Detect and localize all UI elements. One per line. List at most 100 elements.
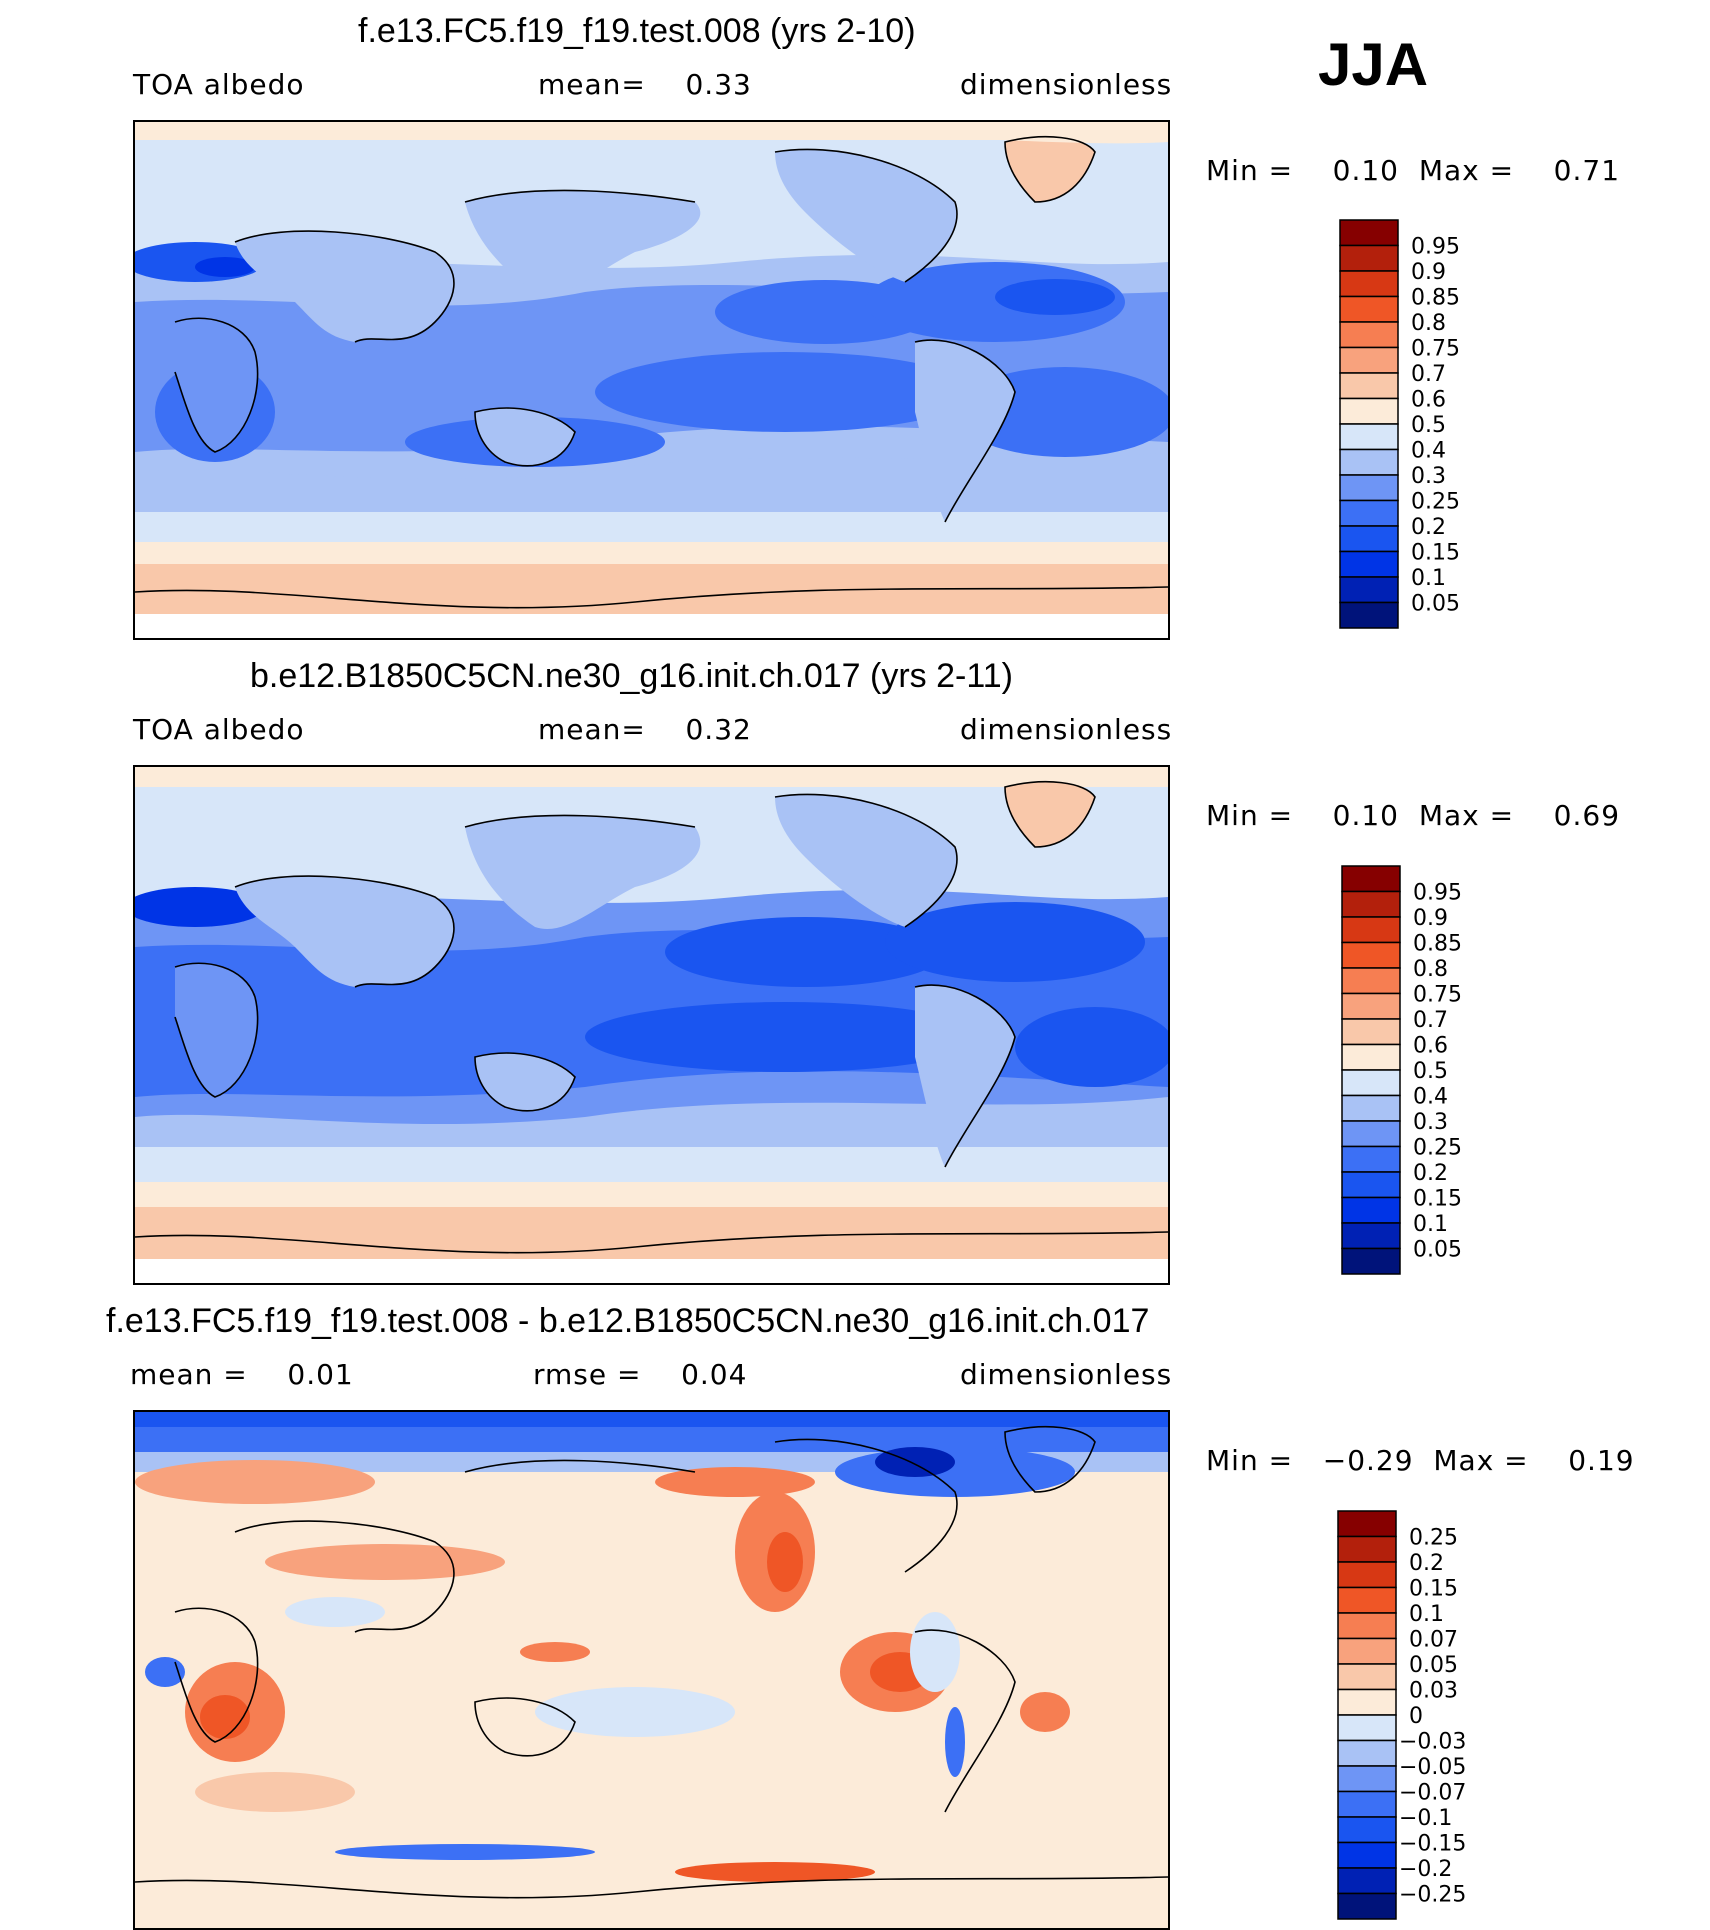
colorbar-level-label: 0 — [1409, 1704, 1423, 1729]
colorbar-level-label: 0.85 — [1411, 286, 1460, 311]
colorbar-box — [1341, 941, 1401, 969]
panel-3-mean-label: mean = 0.01 — [130, 1358, 354, 1391]
colorbar-level-label: 0.15 — [1409, 1577, 1458, 1602]
colorbar-level-label: 0.2 — [1411, 515, 1446, 540]
colorbar-box — [1339, 346, 1399, 374]
colorbar-box — [1339, 550, 1399, 578]
colorbar-box — [1341, 1171, 1401, 1199]
colorbar-box — [1337, 1714, 1397, 1742]
panel-3-map — [133, 1410, 1170, 1930]
colorbar-level-label: 0.6 — [1413, 1034, 1448, 1059]
colorbar-level-label: 0.85 — [1413, 932, 1462, 957]
panel-2-mean-label: mean= 0.32 — [538, 713, 752, 746]
colorbar-level-label: −0.25 — [1399, 1883, 1466, 1908]
colorbar-level-label: −0.2 — [1399, 1857, 1452, 1882]
panel-1-mean-label: mean= 0.33 — [538, 68, 752, 101]
panel-2-colorbar: 0.95 0.9 0.85 0.8 0.75 0.7 0.6 0.5 0.4 0.3 0.25 0.2… — [1341, 865, 1501, 1277]
colorbar-level-label: −0.1 — [1399, 1806, 1452, 1831]
colorbar-box — [1339, 448, 1399, 476]
colorbar-box — [1341, 1145, 1401, 1173]
panel-3-rmse-value: 0.04 — [681, 1358, 748, 1391]
colorbar-level-label: 0.1 — [1411, 566, 1446, 591]
colorbar-box — [1337, 1688, 1397, 1716]
colorbar-level-label: 0.15 — [1411, 541, 1460, 566]
colorbar-level-label: 0.5 — [1411, 413, 1446, 438]
panel-3-colorbar: 0.25 0.2 0.15 0.1 0.07 0.05 0.03 0 −0.03 −0.05 −0.… — [1337, 1510, 1497, 1922]
colorbar-box — [1339, 295, 1399, 323]
colorbar-box — [1337, 1586, 1397, 1614]
colorbar-box — [1337, 1765, 1397, 1793]
colorbar-level-label: −0.03 — [1399, 1730, 1466, 1755]
colorbar-level-label: 0.8 — [1413, 957, 1448, 982]
panel-3-minmax: Min = −0.29 Max = 0.19 — [1206, 1444, 1635, 1477]
colorbar-level-label: 0.9 — [1411, 260, 1446, 285]
colorbar-level-label: 0.25 — [1409, 1526, 1458, 1551]
panel-1-colorbar: 0.95 0.9 0.85 0.8 0.75 0.7 0.6 0.5 0.4 0.3 0.25 0.2… — [1339, 219, 1499, 631]
colorbar-box — [1337, 1739, 1397, 1767]
panel-2-variable-label: TOA albedo — [133, 713, 305, 746]
panel-1-min: 0.10 — [1332, 154, 1399, 187]
colorbar-box — [1339, 270, 1399, 298]
colorbar-level-label: 0.3 — [1411, 464, 1446, 489]
colorbar-box — [1339, 474, 1399, 502]
colorbar-level-label: −0.07 — [1399, 1781, 1466, 1806]
colorbar-level-label: 0.9 — [1413, 906, 1448, 931]
season-label: JJA — [1318, 31, 1429, 98]
colorbar-box — [1337, 1816, 1397, 1844]
colorbar-box — [1339, 321, 1399, 349]
colorbar-level-label: 0.7 — [1411, 362, 1446, 387]
colorbar-box — [1341, 865, 1401, 893]
colorbar-box — [1337, 1663, 1397, 1691]
colorbar-level-label: 0.15 — [1413, 1187, 1462, 1212]
colorbar-box — [1337, 1790, 1397, 1818]
colorbar-box — [1339, 525, 1399, 553]
colorbar-level-label: 0.25 — [1411, 490, 1460, 515]
colorbar-level-label: 0.95 — [1413, 881, 1462, 906]
colorbar-level-label: 0.03 — [1409, 1679, 1458, 1704]
panel-1-map — [133, 120, 1170, 640]
colorbar-level-label: 0.05 — [1413, 1238, 1462, 1263]
colorbar-box — [1341, 1196, 1401, 1224]
colorbar-level-label: 0.05 — [1409, 1653, 1458, 1678]
colorbar-level-label: 0.8 — [1411, 311, 1446, 336]
colorbar-level-label: 0.1 — [1409, 1602, 1444, 1627]
colorbar-level-label: −0.05 — [1399, 1755, 1466, 1780]
panel-1-variable-label: TOA albedo — [133, 68, 305, 101]
panel-2-units: dimensionless — [960, 713, 1173, 746]
panel-2-map — [133, 765, 1170, 1285]
colorbar-level-label: 0.2 — [1409, 1551, 1444, 1576]
colorbar-box — [1341, 992, 1401, 1020]
panel-2-max: 0.69 — [1553, 799, 1621, 832]
panel-1-mean-value: 0.33 — [685, 68, 752, 101]
colorbar-level-label: 0.75 — [1411, 337, 1460, 362]
colorbar-level-label: 0.07 — [1409, 1628, 1458, 1653]
colorbar-box — [1341, 1222, 1401, 1250]
panel-2-title: b.e12.B1850C5CN.ne30_g16.init.ch.017 (yr… — [250, 657, 1013, 695]
colorbar-box — [1337, 1510, 1397, 1538]
panel-3-mean-value: 0.01 — [287, 1358, 354, 1391]
colorbar-box — [1341, 1120, 1401, 1148]
colorbar-level-label: 0.95 — [1411, 235, 1460, 260]
colorbar-level-label: 0.7 — [1413, 1008, 1448, 1033]
panel-3-max: 0.19 — [1568, 1444, 1635, 1477]
panel-3-units: dimensionless — [960, 1358, 1173, 1391]
panel-3-min: −0.29 — [1322, 1444, 1414, 1477]
colorbar-level-label: 0.2 — [1413, 1161, 1448, 1186]
colorbar-box — [1339, 219, 1399, 247]
colorbar-box — [1341, 1043, 1401, 1071]
colorbar-box — [1339, 397, 1399, 425]
colorbar-box — [1339, 499, 1399, 527]
colorbar-level-label: 0.05 — [1411, 592, 1460, 617]
colorbar-box — [1339, 244, 1399, 272]
colorbar-level-label: 0.3 — [1413, 1110, 1448, 1135]
colorbar-box — [1341, 1094, 1401, 1122]
panel-1-max: 0.71 — [1553, 154, 1621, 187]
colorbar-level-label: 0.75 — [1413, 983, 1462, 1008]
colorbar-box — [1341, 1018, 1401, 1046]
colorbar-box — [1337, 1612, 1397, 1640]
panel-2-mean-value: 0.32 — [685, 713, 752, 746]
colorbar-box — [1339, 423, 1399, 451]
colorbar-box — [1337, 1637, 1397, 1665]
colorbar-box — [1337, 1892, 1397, 1920]
colorbar-box — [1337, 1841, 1397, 1869]
